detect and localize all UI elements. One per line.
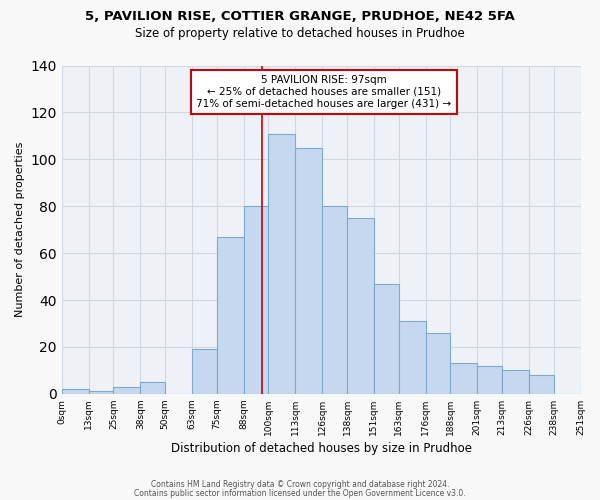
Bar [89,392,113,394]
Bar [398,321,425,394]
Bar [581,382,600,394]
Bar [244,206,268,394]
Bar [268,134,295,394]
Bar [451,364,477,394]
Bar [113,387,140,394]
Bar [477,366,502,394]
Bar [62,389,89,394]
Bar [347,218,374,394]
Bar [192,350,217,394]
Bar [295,148,322,394]
Y-axis label: Number of detached properties: Number of detached properties [15,142,25,318]
Bar [140,382,165,394]
Bar [322,206,347,394]
Bar [529,375,554,394]
Bar [374,284,398,394]
Text: Contains public sector information licensed under the Open Government Licence v3: Contains public sector information licen… [134,488,466,498]
X-axis label: Distribution of detached houses by size in Prudhoe: Distribution of detached houses by size … [170,442,472,455]
Text: Contains HM Land Registry data © Crown copyright and database right 2024.: Contains HM Land Registry data © Crown c… [151,480,449,489]
Text: Size of property relative to detached houses in Prudhoe: Size of property relative to detached ho… [135,28,465,40]
Bar [425,333,451,394]
Text: 5, PAVILION RISE, COTTIER GRANGE, PRUDHOE, NE42 5FA: 5, PAVILION RISE, COTTIER GRANGE, PRUDHO… [85,10,515,23]
Bar [217,236,244,394]
Text: 5 PAVILION RISE: 97sqm
← 25% of detached houses are smaller (151)
71% of semi-de: 5 PAVILION RISE: 97sqm ← 25% of detached… [196,76,451,108]
Bar [502,370,529,394]
